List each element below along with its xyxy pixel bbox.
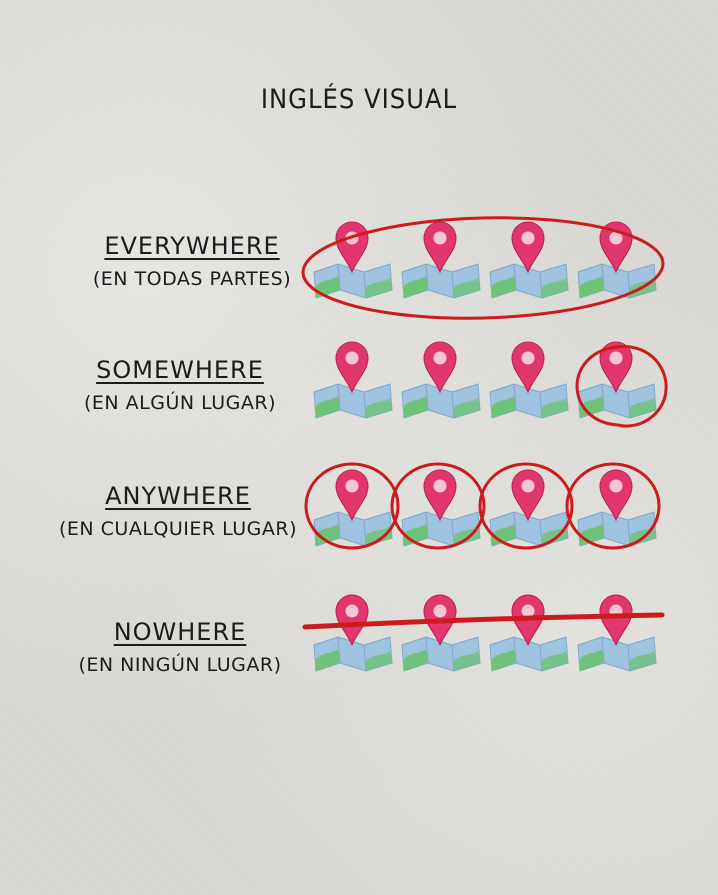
page-title: INGLÉS VISUAL — [260, 84, 458, 115]
circle-all-marker — [301, 216, 665, 320]
row-everywhere-label: EVERYWHERE (EN TODAS PARTES) — [42, 232, 342, 290]
circle-marker-2 — [390, 462, 486, 550]
word-nowhere: NOWHERE — [113, 618, 247, 646]
map-location-icon — [577, 341, 657, 419]
map-location-icon — [401, 221, 481, 299]
map-location-icon — [313, 594, 393, 672]
markers-group-somewhere — [313, 341, 657, 419]
row-somewhere-label: SOMEWHERE (EN ALGÚN LUGAR) — [30, 356, 330, 414]
map-location-icon — [577, 469, 657, 547]
circle-marker-1 — [304, 462, 400, 550]
word-somewhere: SOMEWHERE — [96, 356, 264, 384]
map-location-icon — [489, 221, 569, 299]
map-location-icon — [489, 469, 569, 547]
row-nowhere-label: NOWHERE (EN NINGÚN LUGAR) — [30, 618, 330, 676]
circle-marker-3 — [478, 462, 574, 550]
row-anywhere-illustration — [304, 462, 661, 550]
translation-somewhere: (EN ALGÚN LUGAR) — [83, 392, 277, 414]
word-everywhere: EVERYWHERE — [104, 232, 280, 260]
translation-everywhere: (EN TODAS PARTES) — [92, 268, 292, 290]
translation-anywhere: (EN CUALQUIER LUGAR) — [58, 518, 298, 540]
map-location-icon — [577, 594, 657, 672]
row-nowhere-illustration — [302, 594, 665, 672]
map-location-icon — [401, 469, 481, 547]
map-location-icon — [401, 594, 481, 672]
row-somewhere-illustration — [313, 341, 668, 428]
word-anywhere: ANYWHERE — [105, 482, 251, 510]
circle-marker-4 — [565, 462, 661, 550]
markers-group-nowhere — [313, 594, 657, 672]
markers-group-anywhere — [313, 469, 657, 547]
map-location-icon — [489, 594, 569, 672]
strike-through-line — [302, 612, 665, 630]
map-location-icon — [313, 221, 393, 299]
translation-nowhere: (EN NINGÚN LUGAR) — [78, 654, 282, 676]
row-anywhere-label: ANYWHERE (EN CUALQUIER LUGAR) — [28, 482, 328, 540]
map-location-icon — [489, 341, 569, 419]
circle-one-marker — [575, 345, 668, 428]
map-location-icon — [313, 341, 393, 419]
map-location-icon — [313, 469, 393, 547]
row-everywhere-illustration — [301, 216, 665, 320]
markers-group-everywhere — [313, 221, 657, 299]
map-location-icon — [401, 341, 481, 419]
